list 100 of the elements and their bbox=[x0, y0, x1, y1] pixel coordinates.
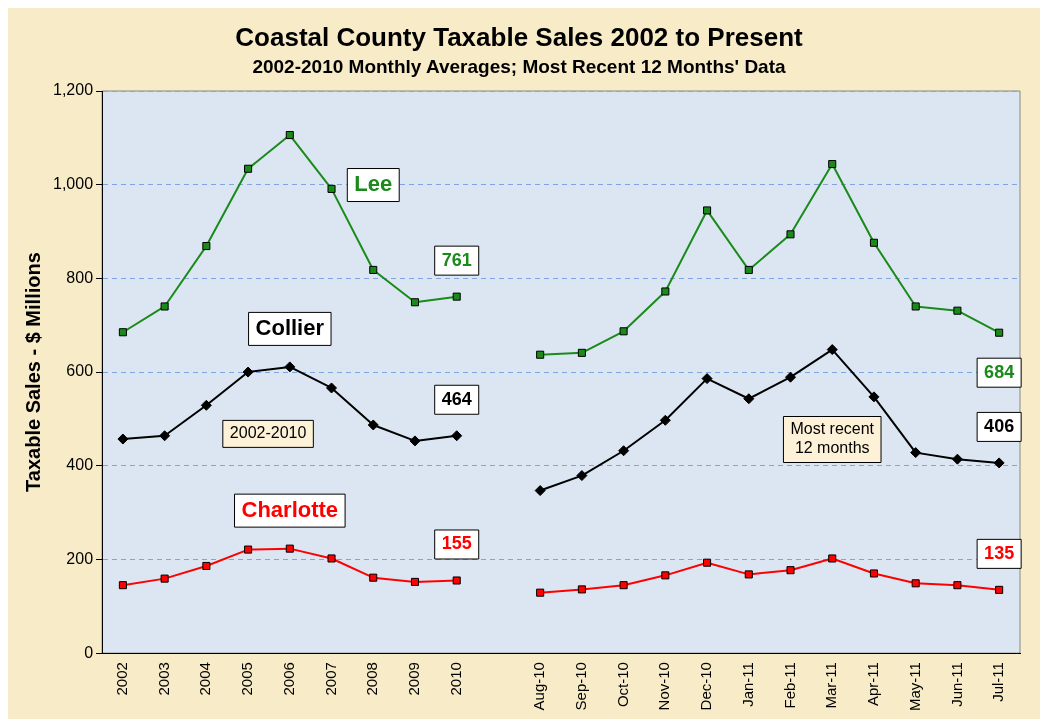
point bbox=[826, 344, 838, 356]
point bbox=[118, 328, 127, 337]
x-tick-label: 2004 bbox=[196, 662, 214, 696]
x-tick-label: 2010 bbox=[446, 662, 464, 696]
y-axis-title: Taxable Sales - $ Millions bbox=[21, 252, 44, 492]
data-label: 684 bbox=[984, 361, 1015, 382]
point bbox=[869, 238, 878, 247]
point bbox=[202, 561, 211, 571]
x-tick-label: Nov-10 bbox=[655, 662, 673, 711]
point bbox=[536, 350, 545, 359]
annotation: 2002-2010 bbox=[229, 424, 307, 442]
point bbox=[868, 391, 880, 403]
point bbox=[828, 160, 837, 169]
x-tick-label: May-11 bbox=[905, 662, 923, 711]
chart-subtitle: 2002-2010 Monthly Averages; Most Recent 12 Months' Data bbox=[252, 55, 787, 77]
x-tick-label: Aug-10 bbox=[530, 662, 548, 711]
x-tick-label: Jul-11 bbox=[989, 662, 1007, 702]
point bbox=[786, 230, 795, 239]
point bbox=[451, 430, 463, 442]
point bbox=[327, 554, 336, 563]
point bbox=[117, 433, 129, 445]
point bbox=[534, 485, 546, 497]
point bbox=[285, 544, 294, 553]
annotation: Most recent 12 months bbox=[790, 420, 875, 457]
x-tick-label: Dec-10 bbox=[697, 662, 715, 711]
point bbox=[659, 414, 671, 426]
x-tick-label: Mar-11 bbox=[822, 662, 840, 709]
point bbox=[995, 328, 1004, 337]
x-tick-label: 2008 bbox=[363, 662, 381, 696]
point bbox=[410, 577, 420, 586]
x-tick-label: Jun-11 bbox=[947, 662, 965, 707]
point bbox=[785, 371, 797, 383]
x-tick-label: 2009 bbox=[405, 662, 423, 696]
point bbox=[244, 164, 253, 173]
chart-title: Coastal County Taxable Sales 2002 to Present bbox=[235, 21, 804, 52]
point bbox=[284, 361, 296, 373]
data-label: 406 bbox=[984, 415, 1015, 436]
point bbox=[703, 206, 712, 215]
point bbox=[911, 302, 920, 311]
point bbox=[285, 131, 294, 140]
data-label: 761 bbox=[441, 249, 472, 270]
point bbox=[160, 574, 169, 583]
y-tick-label: 600 bbox=[66, 362, 94, 380]
point bbox=[993, 457, 1005, 469]
point bbox=[369, 265, 378, 274]
point bbox=[202, 242, 211, 251]
point bbox=[369, 573, 378, 582]
point bbox=[911, 579, 920, 588]
point bbox=[828, 554, 837, 563]
x-tick-label: 2003 bbox=[154, 662, 172, 696]
point bbox=[661, 287, 670, 296]
point bbox=[953, 306, 962, 315]
point bbox=[409, 435, 421, 447]
point bbox=[244, 545, 253, 554]
point bbox=[661, 571, 670, 580]
point bbox=[743, 393, 755, 405]
y-tick-label: 800 bbox=[66, 268, 94, 286]
point bbox=[703, 558, 712, 567]
point bbox=[159, 430, 171, 442]
point bbox=[910, 447, 922, 459]
point bbox=[576, 470, 588, 482]
point bbox=[744, 265, 753, 274]
point bbox=[452, 576, 461, 585]
x-tick-label: 2006 bbox=[279, 662, 297, 696]
point bbox=[200, 399, 212, 411]
point bbox=[160, 302, 169, 311]
series-label: Charlotte bbox=[241, 496, 339, 522]
data-label: 135 bbox=[984, 542, 1015, 563]
x-tick-label: Feb-11 bbox=[780, 662, 798, 709]
x-tick-label: 2005 bbox=[238, 662, 256, 696]
y-tick-label: 0 bbox=[84, 643, 94, 661]
x-tick-label: Sep-10 bbox=[572, 662, 590, 711]
point bbox=[618, 445, 630, 457]
point bbox=[327, 184, 336, 193]
point bbox=[995, 585, 1004, 594]
point bbox=[118, 581, 127, 590]
point bbox=[619, 581, 628, 590]
point bbox=[367, 419, 379, 431]
series-label: Lee bbox=[354, 171, 393, 197]
point bbox=[953, 581, 962, 590]
point bbox=[744, 570, 753, 579]
y-tick-label: 200 bbox=[66, 549, 94, 567]
point bbox=[410, 298, 420, 307]
point bbox=[951, 453, 963, 465]
point bbox=[536, 588, 545, 597]
point bbox=[452, 292, 461, 301]
point bbox=[577, 585, 586, 594]
x-tick-label: 2007 bbox=[321, 662, 339, 696]
x-tick-label: Apr-11 bbox=[864, 662, 882, 707]
point bbox=[326, 382, 338, 394]
x-tick-label: Oct-10 bbox=[613, 662, 631, 708]
point bbox=[786, 566, 795, 575]
data-label: 155 bbox=[441, 533, 472, 554]
point bbox=[619, 327, 628, 336]
x-tick-label: 2002 bbox=[113, 662, 131, 696]
point bbox=[577, 348, 586, 357]
y-tick-label: 400 bbox=[66, 456, 94, 474]
point bbox=[701, 373, 713, 385]
y-tick-label: 1,000 bbox=[52, 175, 94, 193]
y-tick-label: 1,200 bbox=[52, 81, 94, 99]
